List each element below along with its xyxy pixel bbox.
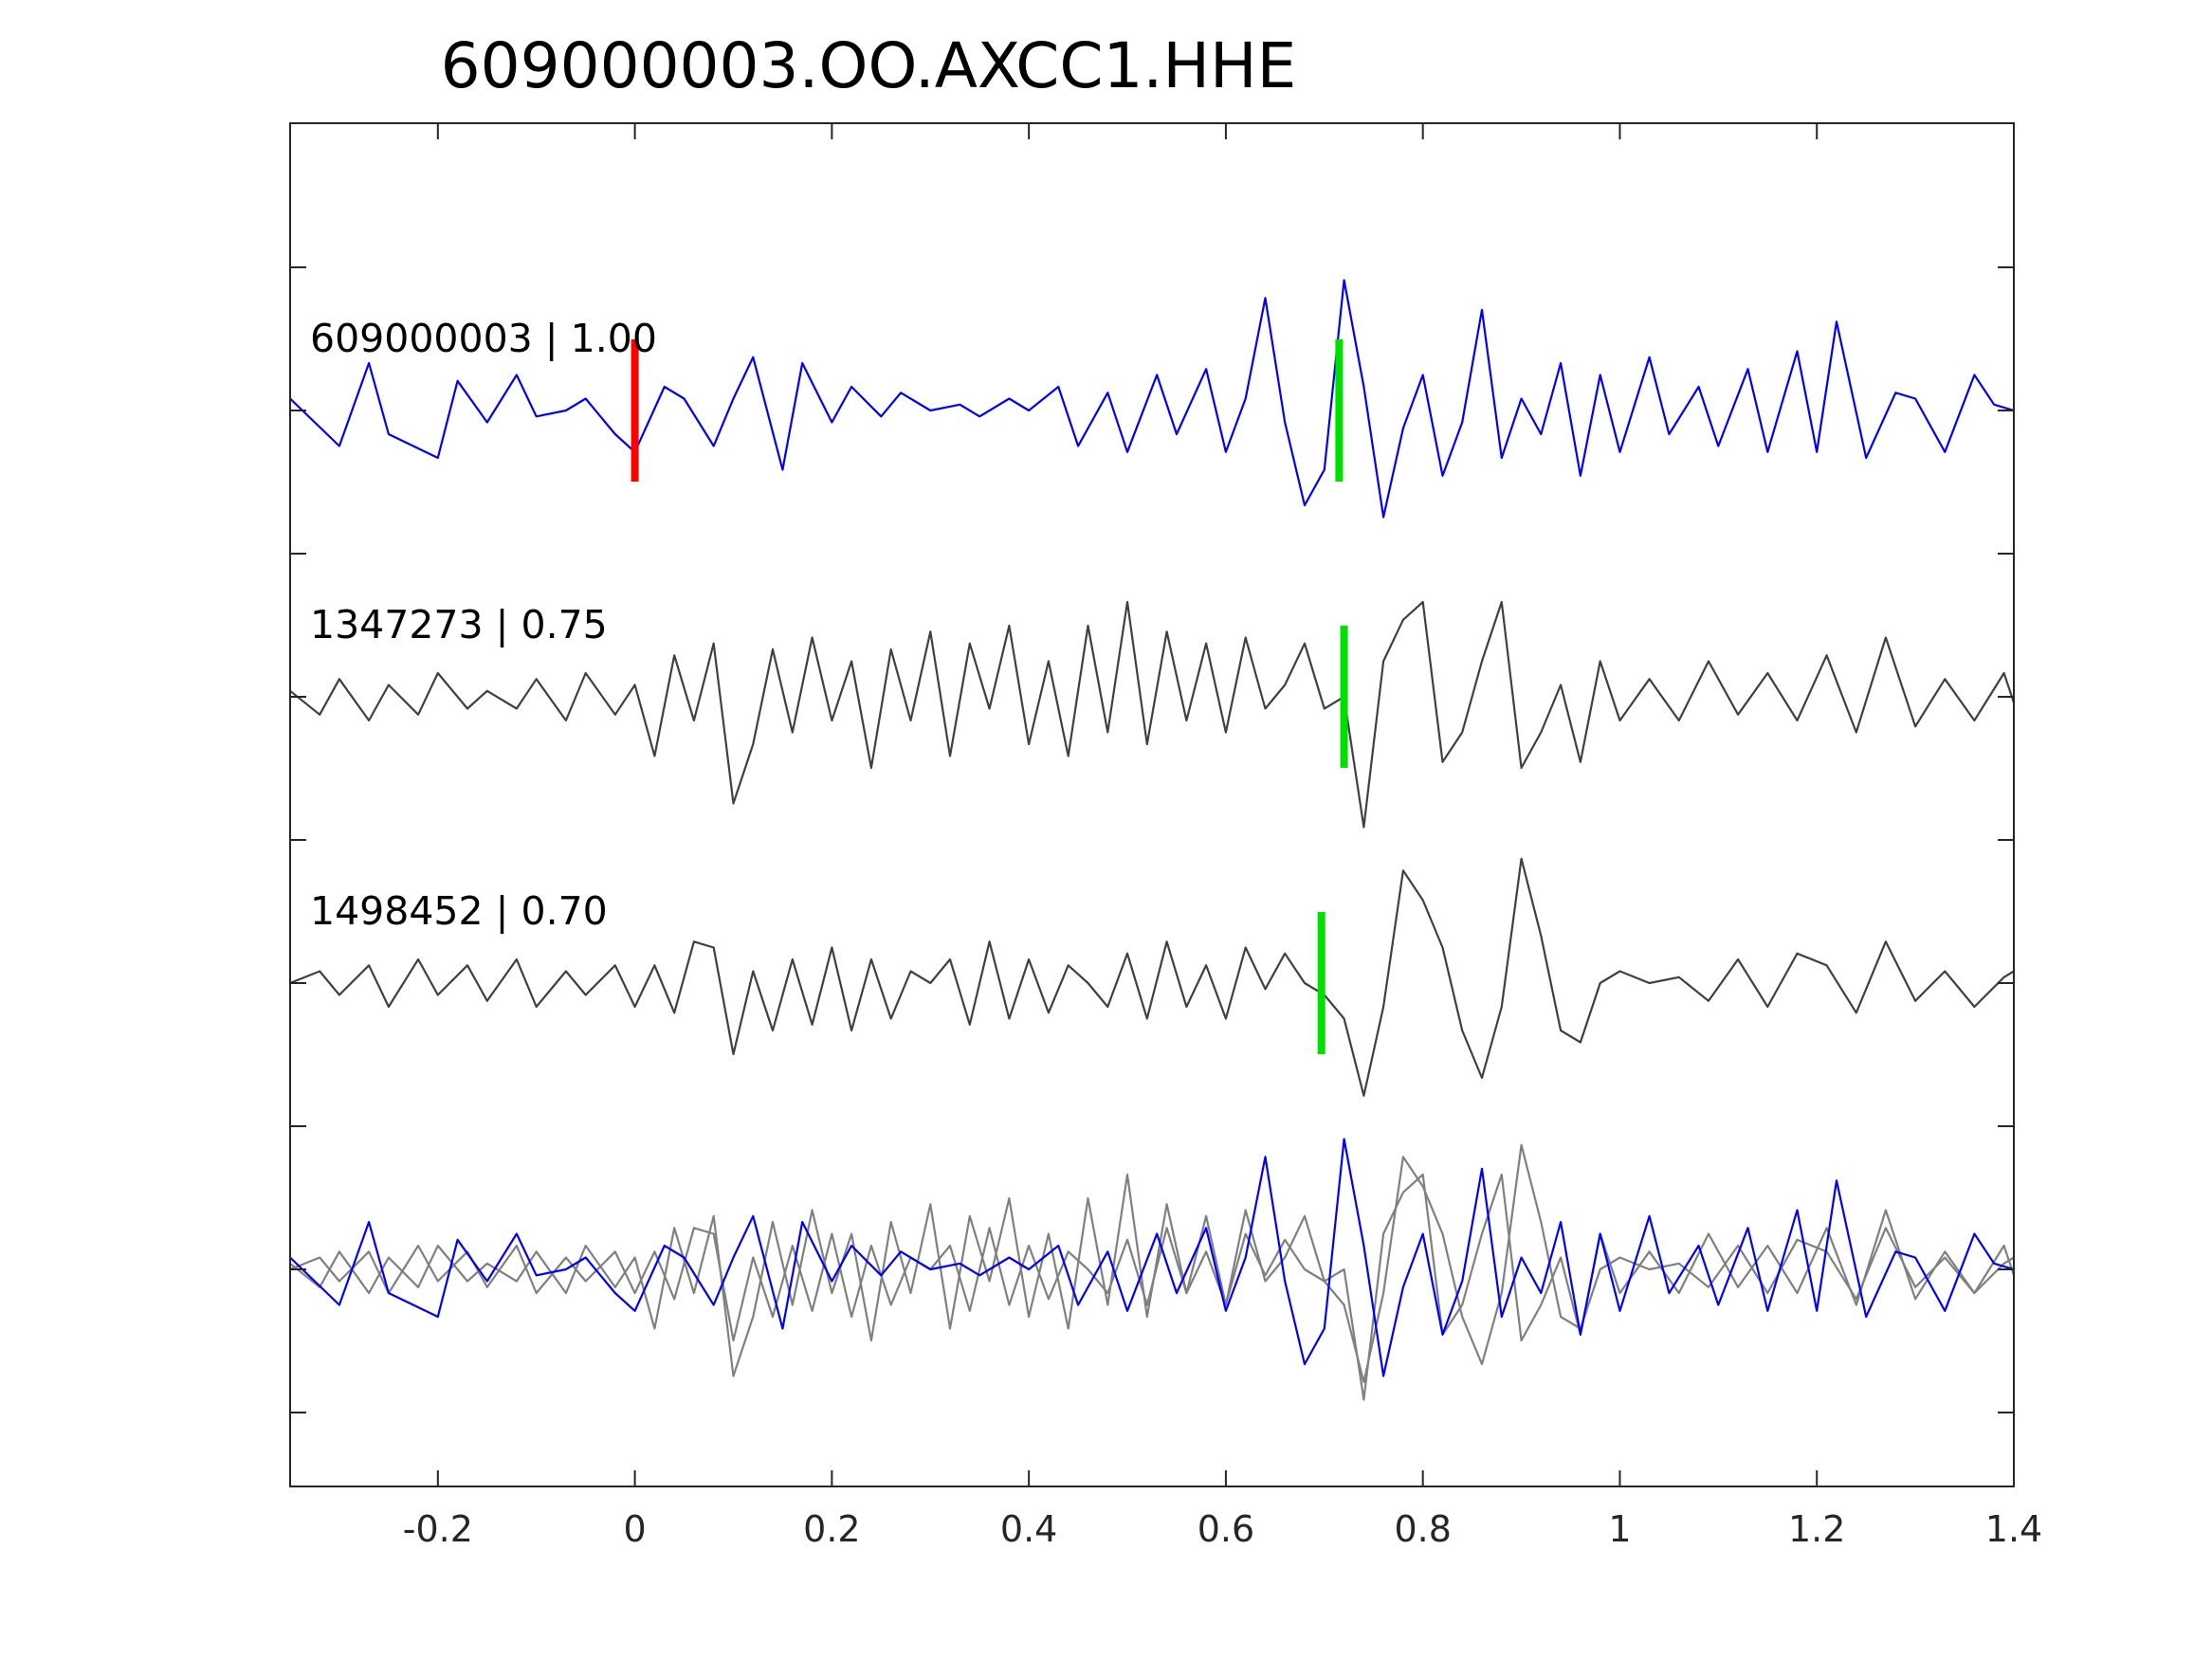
- x-tick-label: 0.6: [1197, 1508, 1254, 1550]
- x-tick-label: 1.2: [1788, 1508, 1845, 1550]
- trace-label-2: 1347273 | 0.75: [310, 602, 608, 647]
- trace-line-2: [289, 600, 2016, 829]
- x-tick-label: -0.2: [403, 1508, 473, 1550]
- traces-layer: [289, 279, 2016, 1097]
- overlay-trace-template: [289, 1138, 2015, 1377]
- chart-title: 609000003.OO.AXCC1.HHE: [441, 29, 1297, 102]
- overlay-trace-neighbor-1: [289, 1173, 2016, 1401]
- x-tick-label: 0.4: [1000, 1508, 1057, 1550]
- trace-labels-layer: 609000003 | 1.00 1347273 | 0.75 1498452 | …: [310, 316, 657, 934]
- axis-ticks-layer: -0.2 0 0.2 0.4 0.6 0.8 1 1.2 1.4: [290, 123, 2042, 1550]
- trace-label-3: 1498452 | 0.70: [310, 888, 608, 934]
- x-tick-label: 1: [1608, 1508, 1631, 1550]
- x-tick-label: 0.8: [1394, 1508, 1451, 1550]
- overlay-trace-group: [289, 1138, 2016, 1401]
- trace-label-1: 609000003 | 1.00: [310, 316, 657, 361]
- trace-line-3: [289, 857, 2015, 1097]
- overlay-trace-neighbor-2: [289, 1143, 2015, 1383]
- x-tick-label: 1.4: [1985, 1508, 2042, 1550]
- phase-picks-layer: [631, 339, 1348, 1054]
- x-tick-label: 0.2: [803, 1508, 860, 1550]
- x-tick-label: 0: [624, 1508, 647, 1550]
- plot-frame: [289, 122, 2015, 1487]
